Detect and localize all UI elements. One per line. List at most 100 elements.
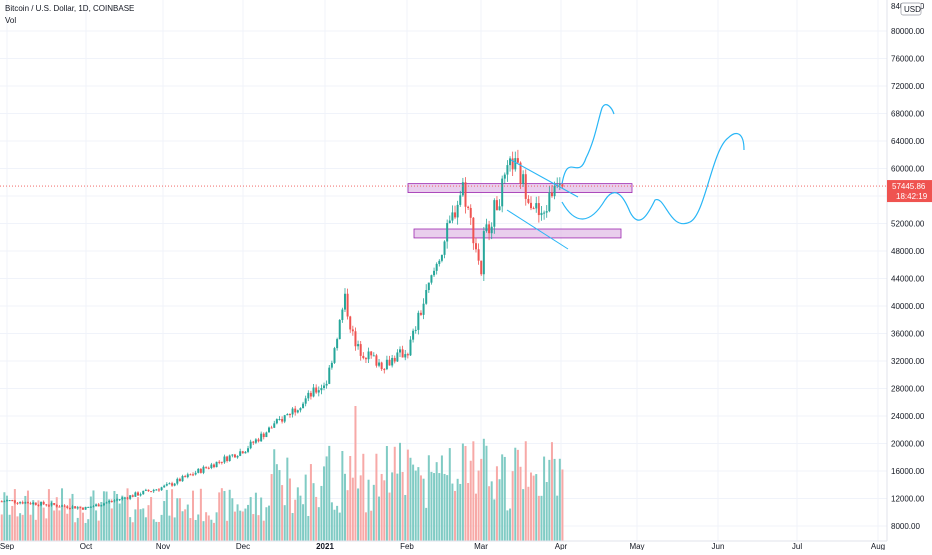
candle-body [294,408,297,413]
candle-body [370,351,373,356]
candle-body [150,491,153,493]
time-tick-label: Mar [474,542,488,550]
price-tick-label: 72000.00 [891,82,925,91]
volume-bar [343,473,346,541]
volume-bar [139,509,142,541]
candle-body [181,476,184,482]
volume-bar [519,466,522,541]
volume-bar [268,505,270,541]
candle-body [223,456,226,463]
candle-body [89,506,92,508]
candle-body [469,207,472,218]
candle-body [262,433,265,438]
candle-body [210,464,213,468]
drawing-zones[interactable] [407,183,633,239]
volume-bar [150,497,153,541]
volume-bar [63,506,66,541]
candle-body [288,414,291,416]
candle-body [126,497,129,499]
candle-body [493,200,496,227]
volume-bar [218,492,221,541]
volume-bar [16,516,19,541]
volume-bar [147,505,150,541]
volume-bar [409,457,412,541]
price-tick-label: 32000.00 [891,357,925,366]
candle-body [189,474,192,476]
volume-bar [440,455,443,541]
volume-bar [13,489,16,541]
candle-body [367,351,370,360]
candle-body [61,505,64,507]
candle-body [425,290,428,304]
volume-bar [385,446,388,541]
candle-body [233,454,236,458]
volume-bar [532,475,535,541]
symbol-title[interactable]: Bitcoin / U.S. Dollar, 1D, COINBASE [5,4,135,13]
candle-body [474,243,477,250]
candle-body [42,501,45,505]
candle-body [254,439,257,443]
volume-bar [3,492,6,541]
volume-bar [325,456,328,541]
time-tick-label: Oct [80,542,93,550]
candle-body [477,249,480,261]
volume-bar [205,512,208,541]
volume-bar [545,482,548,541]
candle-body [66,506,69,508]
volume-bar [144,517,147,541]
candle-body [199,468,202,473]
volume-bar [199,488,202,541]
volume-bar [419,475,422,541]
candle-body [152,489,155,492]
candle-body [359,344,362,356]
candle-body [215,461,218,468]
volume-bar [131,522,134,541]
volume-bar [283,505,286,541]
candle-body [97,504,100,507]
volume-bar [307,515,310,541]
candle-body [291,408,294,415]
forecast-path-1 [561,104,615,185]
volume-bar [359,475,362,541]
candle-body [176,478,179,484]
volume-bar [309,464,312,541]
volume-bar [134,509,137,541]
candle-body [55,504,58,507]
volume-bar [548,459,551,541]
volume-bar [207,515,210,541]
candle-body [16,502,19,504]
volume-bar [451,483,454,541]
volume-bar [181,511,184,541]
drawing-lines[interactable] [506,104,745,250]
volume-bar [380,473,383,541]
currency-badge-label: USD [904,5,921,14]
volume-bar [160,514,163,541]
candle-body [540,212,543,216]
volume-bar [42,507,45,541]
candle-body [412,330,415,340]
volume-bar [105,491,108,541]
currency-badge[interactable] [900,2,922,16]
candle-body [123,497,126,499]
candle-body [341,309,344,320]
volume-bar [129,517,132,541]
candle-body [34,502,37,505]
support-zone [413,228,622,239]
volume-bar [55,497,58,541]
candle-body [537,203,540,216]
volume-bar [210,519,213,541]
time-tick-label: Aug [871,542,885,550]
volume-bar [472,441,475,541]
volume-bar [317,507,320,541]
volume-bar [116,493,119,541]
volume-bar [81,512,84,541]
volume-bar [155,521,158,541]
volume-bar [328,445,331,541]
candle-body [108,501,111,503]
volume-bar [142,508,145,541]
candle-body [118,499,121,501]
candle-body [252,441,255,443]
volume-bar [488,486,491,541]
volume-bar [482,438,485,541]
